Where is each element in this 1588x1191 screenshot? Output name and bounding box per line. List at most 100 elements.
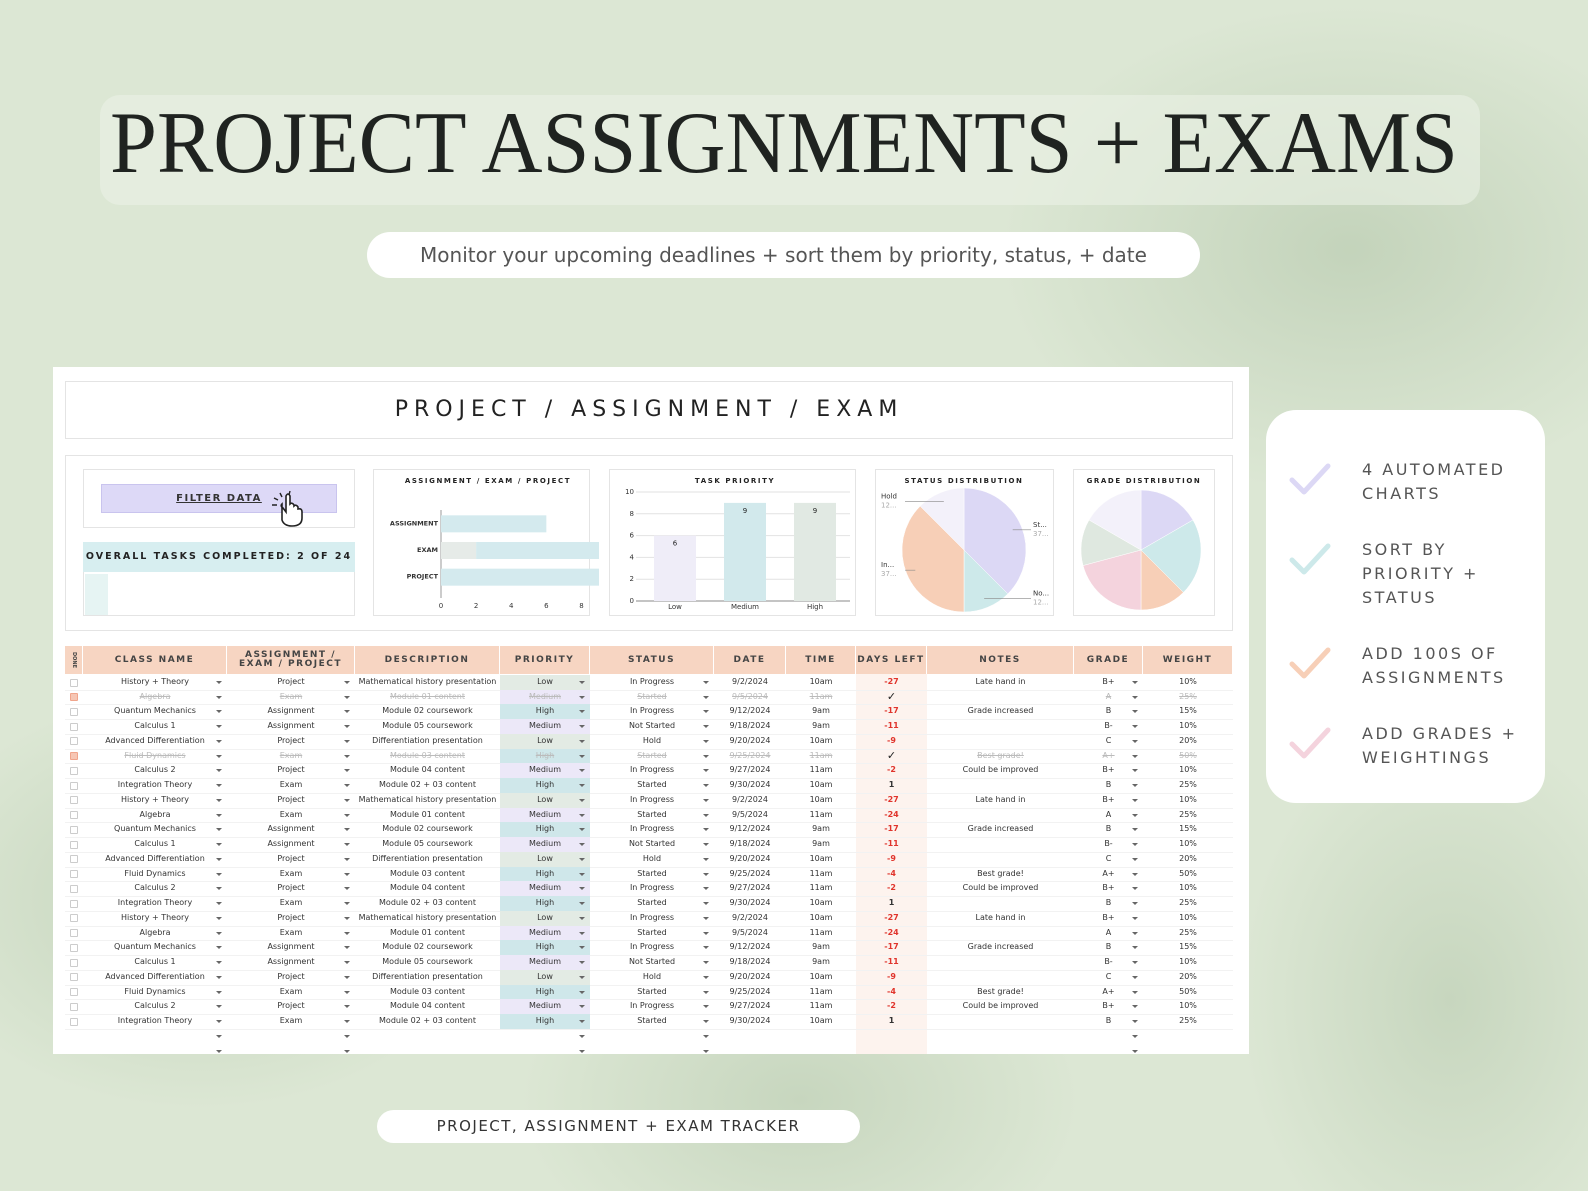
row-line <box>65 984 1233 986</box>
cell: Assignment <box>227 940 355 955</box>
cell: Started <box>590 896 714 911</box>
checkbox[interactable] <box>70 988 78 997</box>
pie-slice <box>1140 489 1194 551</box>
cell: 9/20/2024 <box>729 735 771 745</box>
y-tick-label: 8 <box>630 510 634 518</box>
cell: -24 <box>884 927 899 937</box>
bar <box>441 542 477 559</box>
cell: Fluid Dynamics <box>83 985 227 1000</box>
progress-bar <box>85 574 108 615</box>
x-tick-label: 0 <box>439 602 443 610</box>
checkbox[interactable] <box>70 1002 78 1011</box>
cell: Hold <box>590 852 714 867</box>
cell: 10% <box>1179 721 1197 731</box>
checkbox[interactable] <box>70 737 78 746</box>
row-line <box>65 851 1233 853</box>
cell: B+ <box>1074 999 1143 1014</box>
checkbox[interactable] <box>70 693 78 702</box>
cell: Module 04 content <box>390 883 465 893</box>
checkbox[interactable] <box>70 943 78 952</box>
checkbox[interactable] <box>70 884 78 893</box>
checkbox[interactable] <box>70 958 78 967</box>
cell: Late hand in <box>975 794 1026 804</box>
cell: Advanced Differentiation <box>83 734 227 749</box>
cell: 15% <box>1179 942 1197 952</box>
column-header: ASSIGNMENT / EXAM / PROJECT <box>227 646 355 674</box>
cell: B <box>1074 896 1143 911</box>
slice-value: 12... <box>1033 599 1049 607</box>
checkbox[interactable] <box>70 796 78 805</box>
cell: 10am <box>809 853 833 863</box>
title-band <box>100 95 1480 205</box>
cell: 9/30/2024 <box>729 780 771 790</box>
row-line <box>65 866 1233 868</box>
cell: B+ <box>1074 911 1143 926</box>
cell: 15% <box>1179 706 1197 716</box>
cell: Integration Theory <box>83 1014 227 1029</box>
cell: Hold <box>590 970 714 985</box>
cell: 20% <box>1179 735 1197 745</box>
cell: 9/2/2024 <box>732 912 768 922</box>
cell: 25% <box>1179 1016 1197 1026</box>
cell: B <box>1074 778 1143 793</box>
cell: B+ <box>1074 793 1143 808</box>
cell: 9/30/2024 <box>729 1016 771 1026</box>
column-header: STATUS <box>590 646 714 674</box>
cell: 10am <box>809 971 833 981</box>
checkbox[interactable] <box>70 825 78 834</box>
column-header: DAYS LEFT <box>856 646 927 674</box>
cell: 9/27/2024 <box>729 765 771 775</box>
cell: Project <box>227 999 355 1014</box>
checkbox[interactable] <box>70 973 78 982</box>
cell <box>927 719 1074 734</box>
cell: -27 <box>884 912 899 922</box>
cell: Algebra <box>83 808 227 823</box>
cell: 25% <box>1179 927 1197 937</box>
cell: 9am <box>812 706 830 716</box>
cell: Low <box>500 675 590 690</box>
checkbox[interactable] <box>70 1017 78 1026</box>
checkbox[interactable] <box>70 914 78 923</box>
cell: C <box>1074 970 1143 985</box>
cell: Module 04 content <box>390 765 465 775</box>
cell: Mathematical history presentation <box>358 677 497 686</box>
checkbox[interactable] <box>70 811 78 820</box>
checkbox[interactable] <box>70 840 78 849</box>
cell: Assignment <box>227 837 355 852</box>
checkbox[interactable] <box>70 752 78 761</box>
checkbox[interactable] <box>70 722 78 731</box>
checkbox[interactable] <box>70 855 78 864</box>
checkbox[interactable] <box>70 929 78 938</box>
cell: B+ <box>1074 675 1143 690</box>
category-label: EXAM <box>417 546 438 554</box>
cell: 10am <box>809 912 833 922</box>
cell: -9 <box>887 971 896 981</box>
row-line <box>65 925 1233 927</box>
cell: 9/27/2024 <box>729 883 771 893</box>
column-header: DONE <box>65 646 83 674</box>
cell: Started <box>590 749 714 764</box>
cell: -24 <box>884 809 899 819</box>
slice-label: Hold <box>881 492 897 500</box>
checkbox[interactable] <box>70 870 78 879</box>
checkbox[interactable] <box>70 707 78 716</box>
check <box>1289 463 1331 495</box>
checkbox[interactable] <box>70 899 78 908</box>
checkbox[interactable] <box>70 678 78 687</box>
cell: Low <box>500 851 590 867</box>
cell: Exam <box>227 808 355 823</box>
cell: Exam <box>227 1014 355 1029</box>
cell: Assignment <box>227 719 355 734</box>
footer: PROJECT, ASSIGNMENT + EXAM TRACKER <box>377 1110 860 1143</box>
cell: -17 <box>884 942 899 952</box>
cell: 10am <box>809 794 833 804</box>
cell: 9/18/2024 <box>729 957 771 967</box>
checkbox[interactable] <box>70 781 78 790</box>
cell: Medium <box>500 925 590 941</box>
cell: 11am <box>809 986 833 996</box>
checkbox[interactable] <box>70 766 78 775</box>
cell: 10am <box>809 780 833 790</box>
features-panel: 4 AUTOMATED CHARTS SORT BY PRIORITY + STA… <box>1266 410 1545 803</box>
slice-label: No... <box>1033 590 1049 598</box>
cell: -17 <box>884 824 899 834</box>
